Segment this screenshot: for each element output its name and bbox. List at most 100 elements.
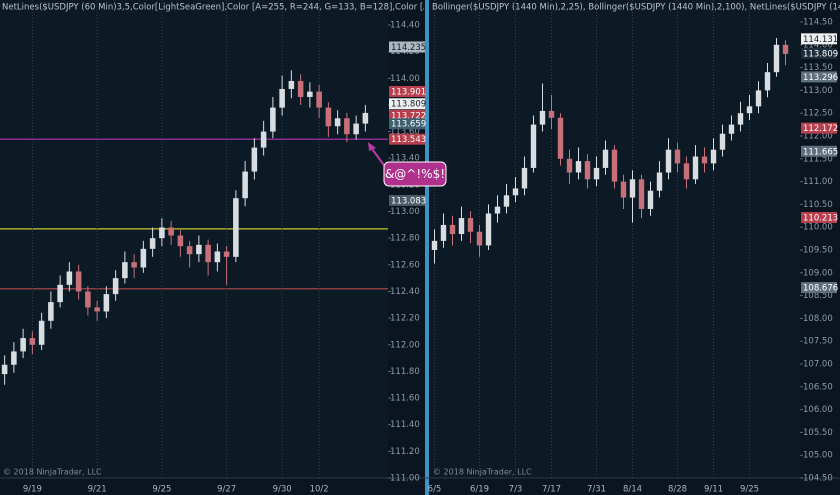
- price-marker-label: 113.659: [391, 120, 426, 130]
- y-tick-label: 114.00: [390, 74, 420, 84]
- y-tick-label: 107.00: [803, 360, 833, 370]
- x-tick-label: 8/14: [623, 485, 642, 495]
- candle-body: [683, 163, 690, 180]
- candle-body: [196, 244, 202, 255]
- candle-body: [620, 181, 627, 198]
- y-tick-label: 110.00: [803, 223, 833, 233]
- candle-body: [48, 302, 54, 321]
- candle-body: [557, 117, 564, 159]
- candle-body: [674, 149, 681, 164]
- price-marker-label: 108.676: [803, 284, 838, 294]
- callout-arrowhead: [368, 142, 376, 151]
- candle-body: [353, 123, 359, 135]
- candle-body: [701, 156, 708, 164]
- candle-body: [593, 167, 600, 180]
- candle-body: [103, 294, 110, 312]
- y-tick-label: 112.00: [390, 340, 420, 350]
- candle-body: [242, 171, 248, 199]
- candle-body: [656, 172, 663, 191]
- candle-body: [773, 44, 780, 73]
- candle-body: [29, 338, 36, 345]
- price-marker-label: 113.722: [391, 111, 426, 121]
- chart-title: NetLines($USDJPY (60 Min)3,5,Color[Light…: [2, 3, 575, 13]
- candle-body: [539, 110, 546, 125]
- candle-body: [214, 251, 221, 263]
- candle-body: [11, 351, 17, 365]
- y-tick-label: 109.50: [803, 246, 833, 256]
- candle-body: [575, 161, 582, 173]
- y-tick-label: 109.00: [803, 268, 833, 278]
- candle-body: [94, 307, 100, 312]
- candle-body: [112, 278, 119, 295]
- candle-body: [566, 158, 573, 173]
- panel-divider[interactable]: [425, 0, 429, 495]
- price-marker-label: 111.665: [803, 147, 838, 157]
- price-marker: [389, 85, 425, 97]
- x-tick-label: 9/25: [152, 485, 171, 495]
- candle-body: [288, 80, 295, 89]
- candle-body: [746, 106, 753, 114]
- x-tick-label: 7/17: [542, 485, 561, 495]
- price-marker: [389, 194, 425, 206]
- price-marker: [389, 98, 425, 110]
- candle-body: [530, 124, 537, 168]
- candle-body: [737, 113, 744, 125]
- candle-body: [75, 271, 82, 292]
- y-tick-label: 108.00: [803, 314, 833, 324]
- price-marker-label: 112.172: [803, 124, 838, 134]
- y-tick-label: 111.40: [390, 420, 420, 430]
- price-marker: [801, 282, 837, 294]
- x-tick-label: 9/27: [217, 485, 236, 495]
- candle-body: [1, 364, 8, 375]
- price-marker: [801, 48, 837, 60]
- candle-body: [485, 213, 492, 246]
- y-tick-label: 112.50: [803, 109, 833, 119]
- candle-body: [512, 188, 519, 196]
- y-tick-label: 111.00: [803, 177, 833, 187]
- y-tick-label: 111.00: [390, 474, 420, 484]
- candle-body: [66, 271, 73, 285]
- candle-body: [467, 218, 474, 232]
- y-tick-label: 111.50: [803, 154, 833, 164]
- price-marker-label: 113.901: [391, 87, 426, 97]
- candle-body: [647, 190, 654, 209]
- y-tick-label: 106.00: [803, 405, 833, 415]
- candle-body: [638, 179, 645, 209]
- candle-body: [297, 80, 304, 97]
- price-marker: [801, 33, 837, 45]
- y-tick-label: 106.50: [803, 382, 833, 392]
- price-marker-label: 110.213: [803, 213, 838, 223]
- candle-body: [611, 149, 618, 182]
- price-marker: [389, 109, 425, 121]
- y-tick-label: 105.50: [803, 428, 833, 438]
- candle-body: [334, 118, 341, 127]
- x-tick-label: 10/2: [310, 485, 329, 495]
- price-marker-label: 113.296: [803, 73, 838, 83]
- candle-body: [316, 91, 322, 108]
- price-marker: [389, 118, 425, 130]
- watermark: © 2018 NinjaTrader, LLC: [433, 468, 532, 477]
- x-tick-label: 9/19: [23, 485, 42, 495]
- y-tick-label: 113.40: [390, 154, 420, 164]
- y-tick-label: 112.20: [390, 314, 420, 324]
- y-tick-label: 104.50: [803, 474, 833, 484]
- candle-body: [140, 248, 147, 268]
- candle-body: [710, 149, 717, 164]
- price-marker-label: 113.083: [391, 196, 426, 206]
- price-marker: [801, 211, 837, 223]
- candle-body: [782, 44, 789, 54]
- candle-body: [629, 179, 636, 198]
- candle-body: [431, 240, 438, 250]
- price-marker-label: 114.235: [391, 43, 426, 53]
- y-tick-label: 107.50: [803, 337, 833, 347]
- candle-body: [449, 224, 456, 235]
- right-plot-area: [430, 0, 800, 478]
- candle-body: [503, 195, 510, 207]
- candle-body: [168, 227, 174, 236]
- x-tick-label: 8/28: [668, 485, 687, 495]
- y-tick-label: 111.80: [390, 367, 420, 377]
- candle-body: [270, 107, 276, 132]
- price-marker-label: 113.543: [391, 135, 426, 145]
- candle-body: [307, 91, 313, 97]
